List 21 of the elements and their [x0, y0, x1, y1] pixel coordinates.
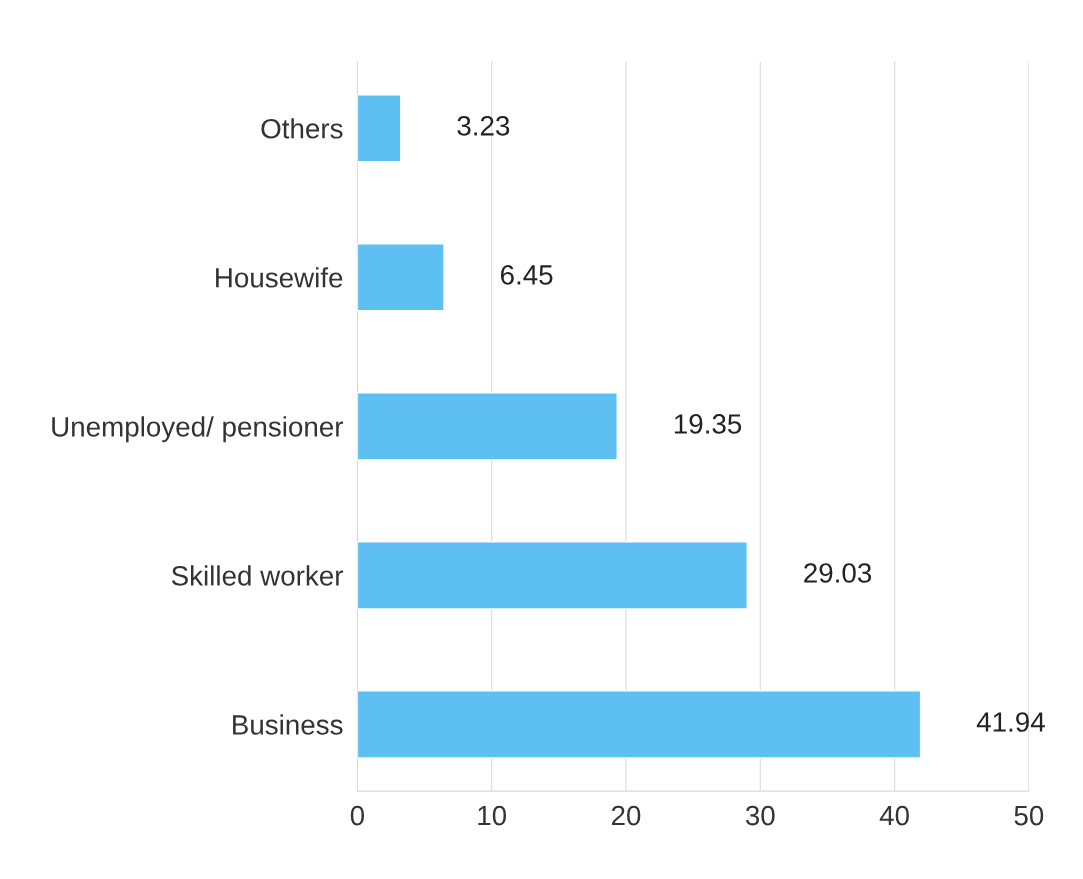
y-tick-label: Housewife [216, 267, 343, 288]
data-label: 41.94 [976, 712, 1045, 732]
x-tick-label: 20 [611, 805, 641, 826]
bar [357, 93, 402, 163]
x-tick-label: 50 [1014, 805, 1044, 826]
bar [357, 690, 922, 759]
data-label: 6.45 [500, 265, 553, 285]
x-tick-label: 10 [478, 805, 507, 826]
data-label: 3.23 [457, 116, 510, 136]
data-label: 19.35 [674, 414, 742, 434]
x-tick-label: 0 [350, 805, 365, 826]
data-label: 29.03 [804, 563, 872, 583]
y-tick-label: Skilled worker [171, 565, 344, 586]
bar [357, 243, 445, 312]
x-tick-label: 30 [745, 805, 775, 826]
y-tick-label: Others [261, 118, 343, 139]
bar [357, 541, 748, 610]
y-tick-label: Unemployed/ pensioner [52, 416, 344, 443]
bar [357, 392, 618, 461]
x-tick-label: 40 [879, 805, 909, 826]
y-tick-label: Business [233, 714, 343, 735]
